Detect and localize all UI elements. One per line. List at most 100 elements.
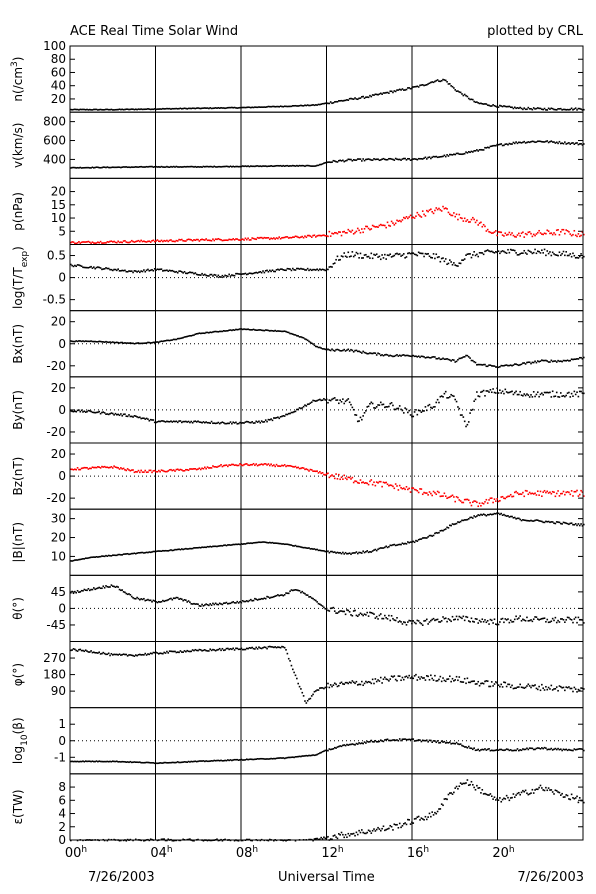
- data-point: [306, 267, 309, 270]
- data-point: [182, 166, 184, 168]
- data-point: [578, 493, 581, 496]
- data-point: [120, 589, 122, 592]
- data-point: [75, 410, 78, 413]
- data-point: [442, 529, 444, 532]
- data-point: [263, 758, 266, 760]
- data-point: [95, 108, 98, 111]
- data-point: [72, 559, 75, 562]
- data-point: [469, 98, 471, 101]
- data-point: [554, 233, 557, 236]
- data-point: [417, 538, 420, 541]
- data-point: [118, 166, 121, 169]
- data-point: [333, 262, 336, 264]
- data-point: [237, 839, 240, 842]
- data-point: [394, 408, 397, 411]
- data-point: [294, 165, 297, 167]
- data-point: [335, 258, 337, 261]
- data-point: [359, 351, 362, 353]
- data-point: [252, 647, 255, 650]
- data-point: [134, 270, 137, 272]
- data-point: [163, 470, 165, 473]
- data-point: [439, 209, 442, 211]
- data-point: [477, 363, 480, 366]
- data-point: [206, 650, 209, 652]
- data-point: [243, 600, 245, 603]
- data-point: [329, 475, 332, 477]
- data-point: [293, 333, 295, 336]
- data-point: [258, 420, 260, 423]
- data-point: [268, 597, 271, 599]
- data-point: [298, 589, 301, 592]
- data-point: [469, 516, 471, 519]
- data-point: [526, 253, 528, 255]
- data-point: [287, 165, 290, 167]
- data-point: [484, 501, 486, 503]
- data-point: [496, 366, 498, 368]
- data-point: [555, 109, 558, 111]
- data-point: [286, 756, 289, 759]
- data-point: [256, 236, 259, 239]
- data-point: [516, 393, 519, 396]
- data-point: [568, 798, 570, 800]
- data-point: [133, 471, 136, 474]
- data-point: [519, 518, 521, 521]
- data-point: [583, 108, 585, 111]
- data-point: [555, 361, 558, 363]
- data-point: [210, 107, 213, 110]
- data-point: [210, 760, 213, 762]
- data-point: [132, 108, 134, 111]
- data-point: [166, 470, 168, 473]
- data-point: [278, 594, 281, 597]
- data-point: [205, 649, 207, 652]
- data-point: [519, 683, 521, 686]
- data-point: [524, 686, 527, 689]
- data-point: [99, 166, 102, 169]
- data-point: [384, 253, 386, 256]
- data-point: [474, 221, 477, 224]
- data-point: [538, 747, 540, 750]
- data-point: [93, 587, 95, 589]
- data-point: [287, 543, 290, 546]
- data-point: [157, 762, 160, 765]
- data-point: [413, 488, 416, 491]
- data-point: [572, 523, 574, 526]
- data-point: [508, 621, 511, 624]
- data-point: [194, 107, 197, 110]
- data-point: [569, 522, 572, 525]
- data-point: [550, 620, 553, 623]
- data-point: [500, 683, 503, 686]
- data-point: [103, 268, 106, 270]
- data-point: [501, 390, 504, 393]
- data-point: [282, 236, 285, 239]
- data-point: [74, 410, 76, 413]
- data-point: [168, 761, 171, 764]
- data-point: [232, 601, 235, 603]
- data-point: [331, 232, 333, 235]
- data-point: [362, 95, 364, 98]
- data-point: [241, 165, 244, 167]
- data-point: [454, 679, 457, 681]
- data-point: [512, 620, 515, 623]
- data-point: [208, 165, 210, 168]
- data-point: [185, 650, 187, 653]
- data-point: [180, 166, 183, 168]
- data-point: [256, 329, 259, 331]
- data-point: [470, 359, 473, 362]
- data-point: [170, 597, 172, 600]
- data-point: [497, 749, 500, 751]
- data-point: [99, 555, 102, 558]
- data-point: [566, 254, 569, 257]
- data-point: [175, 761, 178, 764]
- data-point: [140, 654, 142, 656]
- data-point: [71, 264, 73, 267]
- data-point: [186, 649, 189, 652]
- data-point: [427, 210, 429, 213]
- data-point: [369, 550, 371, 553]
- data-point: [182, 470, 184, 472]
- data-point: [193, 334, 195, 336]
- data-point: [361, 228, 363, 230]
- data-point: [266, 237, 268, 239]
- data-point: [278, 465, 281, 467]
- data-point: [263, 597, 266, 600]
- data-point: [476, 784, 478, 787]
